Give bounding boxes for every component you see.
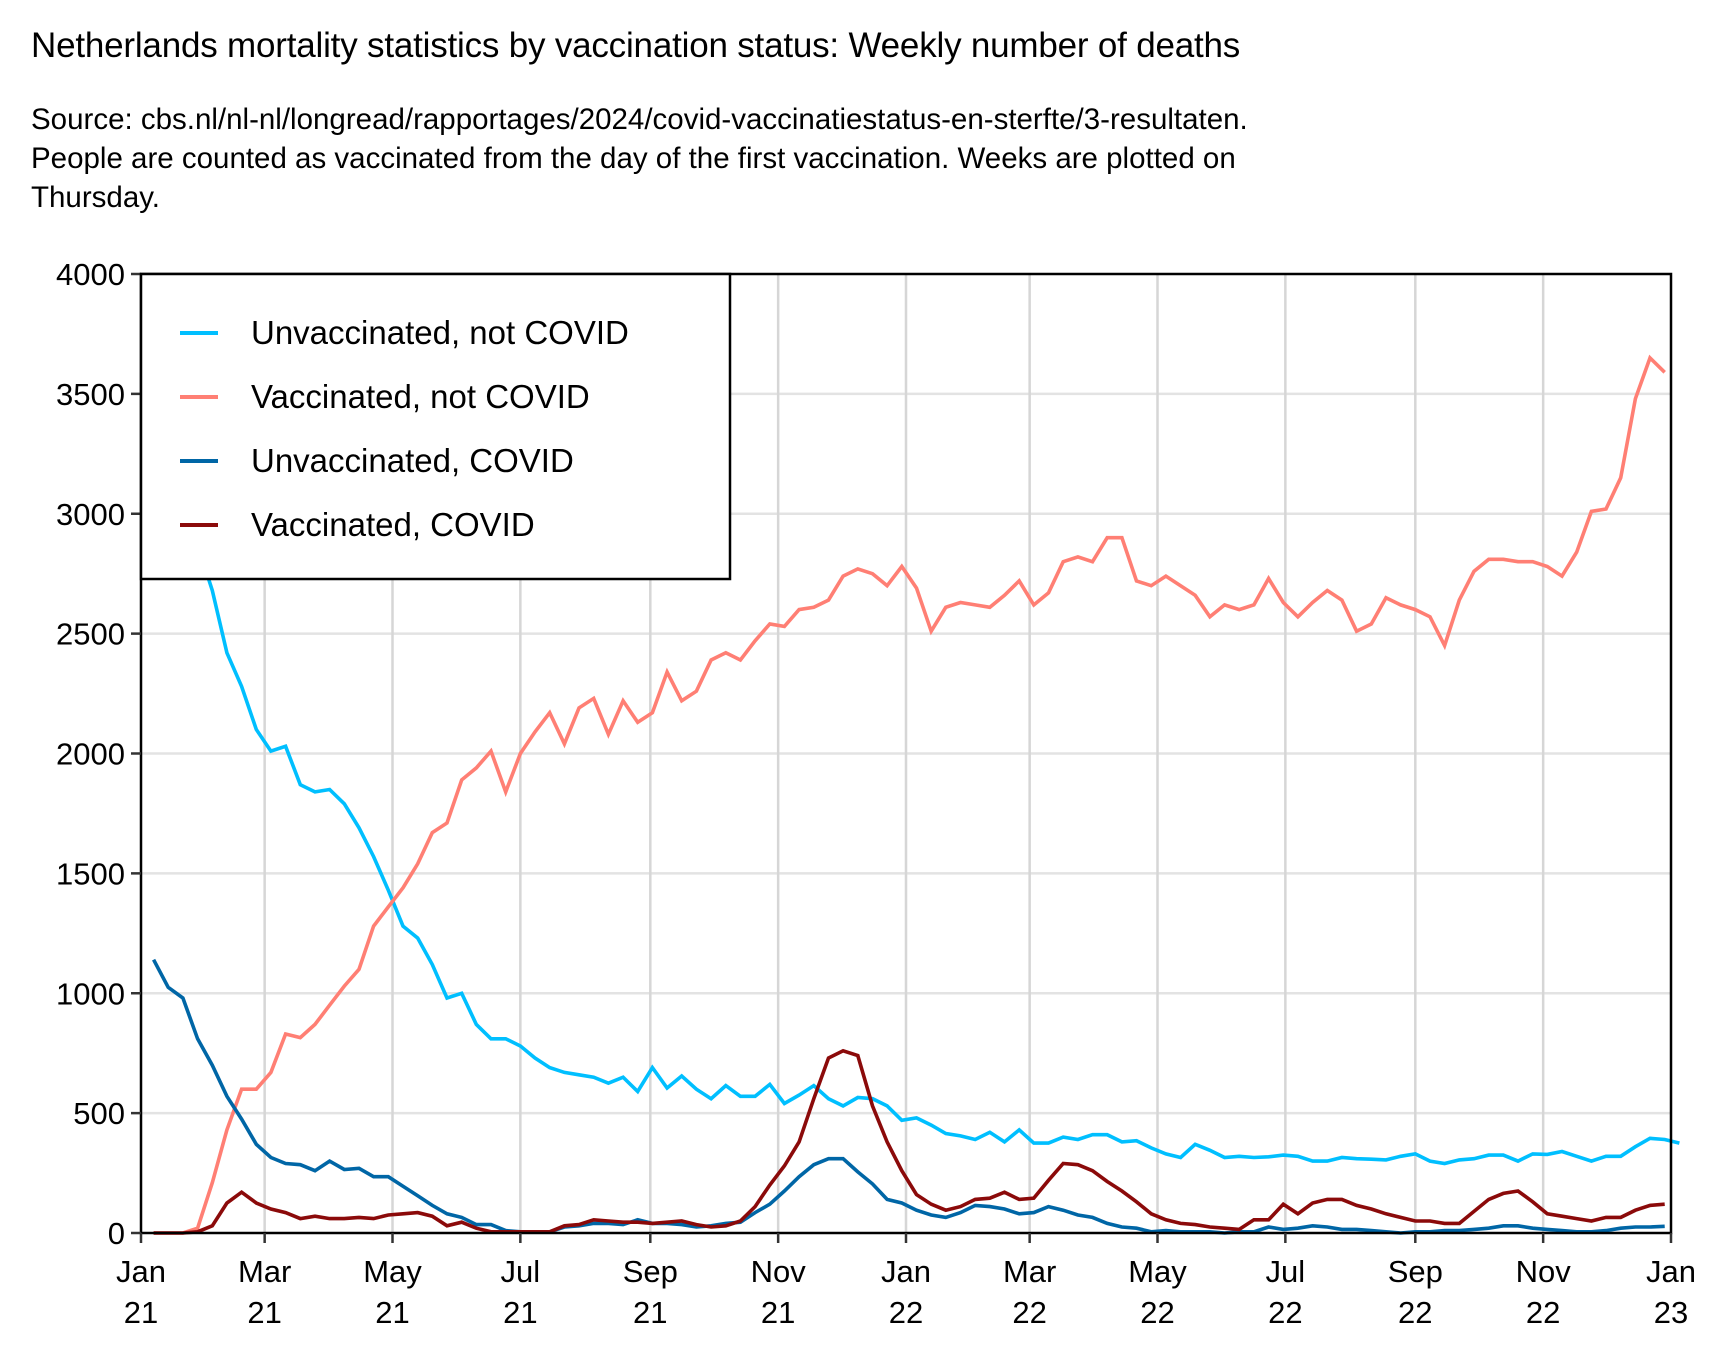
legend-label: Unvaccinated, not COVID — [251, 314, 629, 351]
y-tick-label: 3000 — [56, 497, 125, 532]
subtitle-line: Source: cbs.nl/nl-nl/longread/rapportage… — [31, 103, 1248, 136]
series-line-vaccinated-not-covid — [153, 354, 1666, 1235]
y-tick-label: 500 — [73, 1096, 125, 1131]
series-line-unvaccinated-not-covid — [151, 515, 1680, 1166]
x-tick-label-year: 22 — [1012, 1295, 1046, 1330]
x-tick-label-month: Jan — [116, 1254, 166, 1289]
x-tick-label-month: May — [1128, 1254, 1187, 1289]
x-tick-label-year: 22 — [1268, 1295, 1302, 1330]
x-tick-label-month: Jul — [1266, 1254, 1306, 1289]
legend-label: Vaccinated, not COVID — [251, 378, 590, 415]
x-tick-label-year: 21 — [375, 1295, 409, 1330]
x-tick-label-month: Jan — [881, 1254, 931, 1289]
legend-box — [139, 272, 732, 581]
series-line-unvaccinated-covid — [152, 958, 1665, 1235]
x-tick-label-month: May — [363, 1254, 422, 1289]
axes: 0 500 1000 1500 2000 2500 3000 3500 4000 Jan 21 Mar… — [56, 257, 1696, 1330]
x-tick-label-year: 21 — [503, 1295, 537, 1330]
y-tick-label: 0 — [108, 1216, 125, 1251]
x-tick-label-month: Nov — [1516, 1254, 1572, 1289]
x-tick-label-year: 21 — [247, 1295, 281, 1330]
x-tick-label-year: 23 — [1654, 1295, 1688, 1330]
chart-title: Netherlands mortality statistics by vacc… — [31, 26, 1241, 65]
y-tick-label: 2500 — [56, 617, 125, 652]
x-tick-label-month: Sep — [1388, 1254, 1443, 1289]
legend: Unvaccinated, not COVID Vaccinated, not C… — [139, 272, 732, 581]
y-tick-label: 1500 — [56, 856, 125, 891]
series-lines — [151, 354, 1680, 1235]
y-tick-label: 2000 — [56, 737, 125, 772]
y-tick-label: 4000 — [56, 257, 125, 292]
x-tick-label-year: 21 — [124, 1295, 158, 1330]
subtitle-line: Thursday. — [31, 181, 160, 214]
legend-label: Unvaccinated, COVID — [251, 442, 574, 479]
x-tick-label-month: Mar — [238, 1254, 291, 1289]
x-tick-label-year: 21 — [633, 1295, 667, 1330]
x-tick-label-year: 22 — [1526, 1295, 1560, 1330]
x-tick-label-month: Jan — [1646, 1254, 1696, 1289]
y-tick-label: 3500 — [56, 377, 125, 412]
subtitle-line: People are counted as vaccinated from th… — [31, 142, 1236, 175]
series-line-vaccinated-covid — [153, 1048, 1665, 1235]
x-tick-label-month: Mar — [1003, 1254, 1056, 1289]
x-tick-label-year: 21 — [761, 1295, 795, 1330]
x-tick-label-month: Jul — [501, 1254, 541, 1289]
y-tick-label: 1000 — [56, 976, 125, 1011]
x-tick-label-year: 22 — [1140, 1295, 1174, 1330]
x-tick-label-month: Sep — [623, 1254, 678, 1289]
chart-subtitle: Source: cbs.nl/nl-nl/longread/rapportage… — [31, 100, 1711, 217]
x-tick-label-month: Nov — [751, 1254, 807, 1289]
x-tick-label-year: 22 — [1398, 1295, 1432, 1330]
legend-label: Vaccinated, COVID — [251, 506, 535, 543]
x-tick-label-year: 22 — [889, 1295, 923, 1330]
